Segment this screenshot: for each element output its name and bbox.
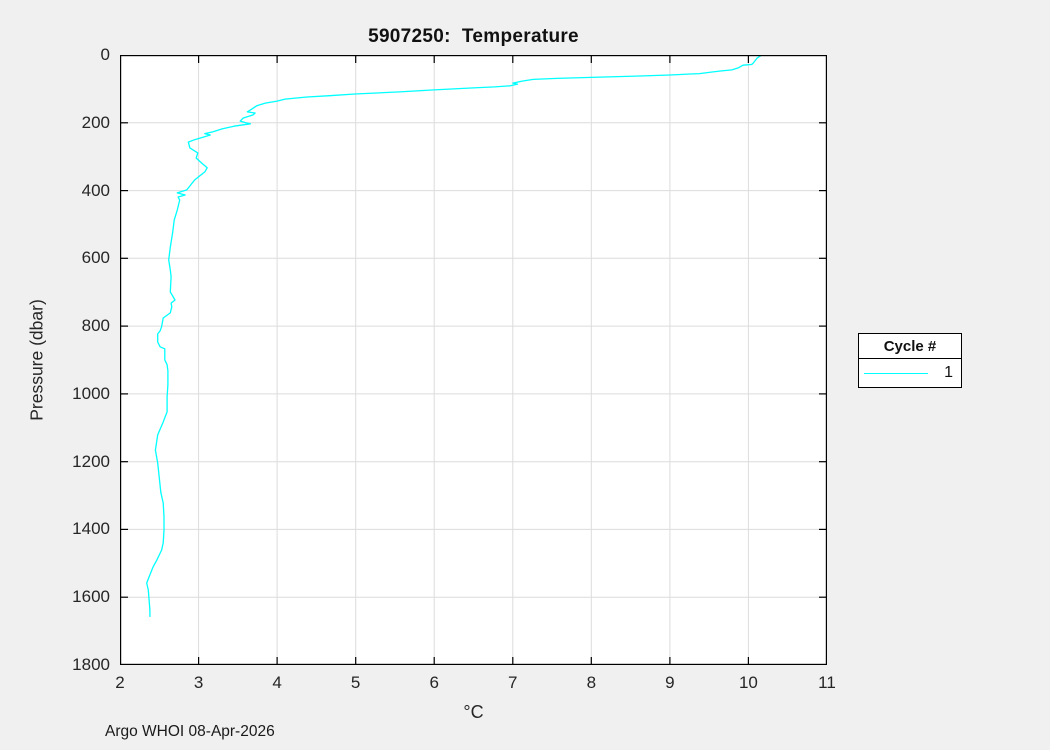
footer-annotation: Argo WHOI 08-Apr-2026: [105, 723, 275, 740]
x-tick-label: 6: [429, 673, 439, 692]
legend-entry: 1: [859, 359, 961, 387]
y-tick-label: 400: [81, 180, 110, 200]
y-tick-label: 1400: [72, 519, 110, 539]
legend-line-sample: [864, 372, 928, 374]
y-tick-label: 1600: [72, 587, 110, 607]
y-tick-label: 1000: [72, 383, 110, 403]
x-tick-label: 7: [508, 673, 518, 692]
x-tick-label: 2: [115, 673, 125, 692]
legend-title: Cycle #: [859, 334, 961, 359]
x-tick-label: 8: [586, 673, 597, 692]
x-tick-label: 9: [665, 673, 675, 692]
y-tick-label: 200: [81, 112, 110, 132]
plot-area: [120, 55, 827, 665]
legend-box: Cycle # 1: [858, 333, 962, 388]
x-tick-label: 10: [738, 673, 758, 692]
y-tick-label: 0: [100, 45, 110, 64]
y-tick-label: 1800: [72, 655, 110, 674]
x-axis-label: °C: [463, 702, 484, 722]
y-tick-label: 1200: [72, 451, 110, 471]
legend-entry-label: 1: [944, 364, 953, 381]
y-tick-label: 600: [81, 248, 110, 268]
chart-title: 5907250: Temperature: [368, 26, 579, 47]
y-tick-label: 800: [81, 316, 110, 336]
x-tick-label: 11: [818, 673, 836, 692]
x-tick-label: 4: [272, 673, 282, 692]
x-tick-label: 3: [193, 673, 204, 692]
x-tick-label: 5: [350, 673, 361, 692]
